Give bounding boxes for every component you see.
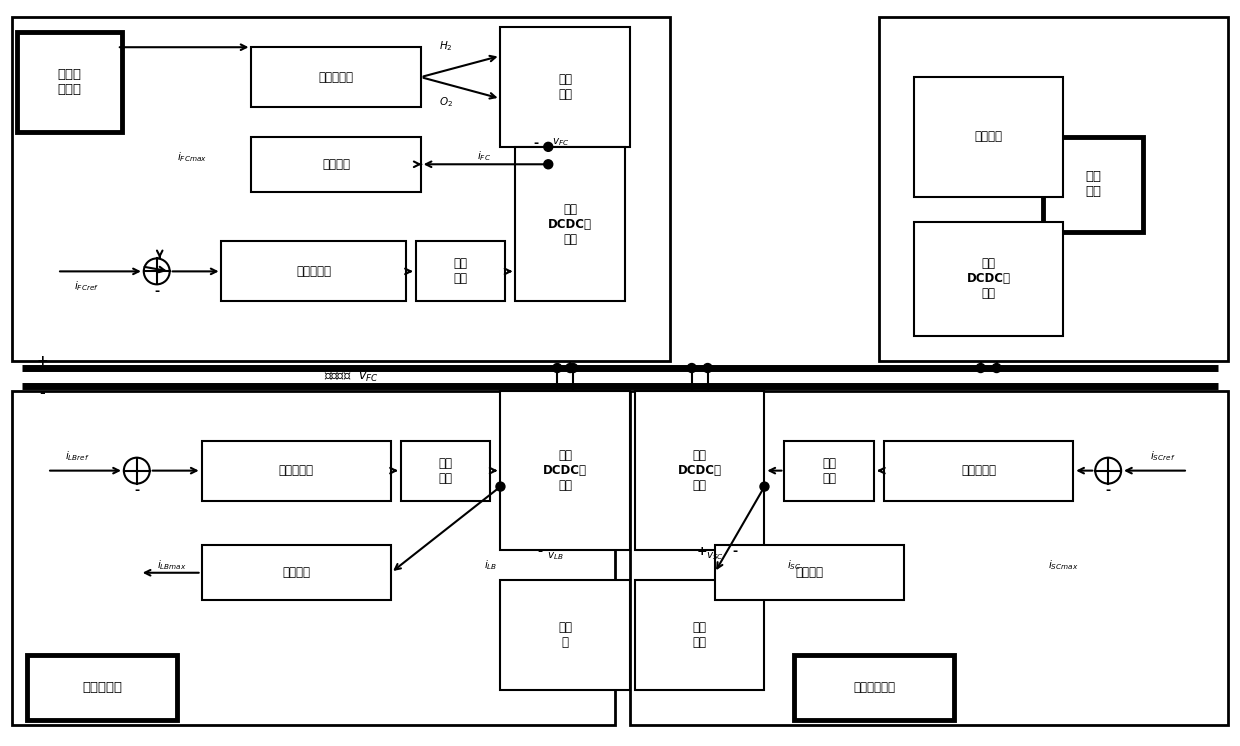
Text: $i_{SCmax}$: $i_{SCmax}$ <box>1048 558 1079 571</box>
Text: 三相负载: 三相负载 <box>975 131 1003 143</box>
Circle shape <box>544 160 553 169</box>
Text: -: - <box>154 285 159 298</box>
Text: -: - <box>134 484 139 497</box>
Bar <box>501 28 630 147</box>
Bar <box>714 545 904 600</box>
Bar <box>401 441 491 501</box>
Text: 燃料电
池模块: 燃料电 池模块 <box>57 68 82 96</box>
Circle shape <box>1095 458 1121 483</box>
Bar <box>914 222 1064 336</box>
Bar <box>635 391 765 551</box>
Text: 锂电
池: 锂电 池 <box>558 621 572 649</box>
Circle shape <box>687 363 696 372</box>
Text: O$_2$: O$_2$ <box>439 95 453 108</box>
Text: $i_{LBref}$: $i_{LBref}$ <box>64 449 89 463</box>
Text: 双向
DCDC交
换器: 双向 DCDC交 换器 <box>678 449 722 492</box>
Circle shape <box>496 482 505 491</box>
Circle shape <box>569 363 578 372</box>
Text: $i_{SCref}$: $i_{SCref}$ <box>1151 449 1176 463</box>
Text: $v_{LB}$: $v_{LB}$ <box>547 551 564 562</box>
Bar <box>785 441 874 501</box>
Text: 超级
电容: 超级 电容 <box>693 621 707 649</box>
Text: -: - <box>1106 484 1111 497</box>
Bar <box>879 17 1228 361</box>
Text: -: - <box>732 545 737 558</box>
Bar <box>884 441 1074 501</box>
Circle shape <box>144 258 170 284</box>
Text: $v_{FC}$: $v_{FC}$ <box>552 136 569 148</box>
Circle shape <box>703 363 712 372</box>
Text: 双向
DCDC交
换器: 双向 DCDC交 换器 <box>967 257 1011 301</box>
Text: 测量滤波: 测量滤波 <box>283 566 310 579</box>
Text: 负载
模块: 负载 模块 <box>1085 170 1101 198</box>
Bar <box>914 77 1064 197</box>
Bar <box>27 655 176 720</box>
Text: $i_{FCref}$: $i_{FCref}$ <box>74 280 99 293</box>
Bar <box>415 242 506 301</box>
Bar <box>12 17 670 361</box>
Circle shape <box>760 482 769 491</box>
Text: $i_{LBmax}$: $i_{LBmax}$ <box>156 558 186 571</box>
Text: -: - <box>533 137 539 151</box>
Bar <box>635 580 765 690</box>
Text: -: - <box>40 386 45 400</box>
Text: 脉宽
调制: 脉宽 调制 <box>822 457 836 485</box>
Circle shape <box>124 458 150 483</box>
Text: $i_{FCmax}$: $i_{FCmax}$ <box>176 151 207 164</box>
Text: 脉宽
调制: 脉宽 调制 <box>439 457 453 485</box>
Bar <box>12 391 615 724</box>
Bar <box>1043 137 1143 231</box>
Bar <box>630 391 1228 724</box>
Bar <box>202 441 391 501</box>
Text: 直流母线  $v_{FC}$: 直流母线 $v_{FC}$ <box>324 371 378 383</box>
Text: 锂电池模块: 锂电池模块 <box>82 681 122 694</box>
Text: $i_{LB}$: $i_{LB}$ <box>484 558 497 571</box>
Text: $v_{SC}$: $v_{SC}$ <box>706 551 723 562</box>
Bar <box>501 580 630 690</box>
Bar <box>795 655 954 720</box>
Circle shape <box>553 363 562 372</box>
Text: 电流控制器: 电流控制器 <box>296 265 331 278</box>
Text: +: + <box>697 545 707 558</box>
Text: H$_2$: H$_2$ <box>439 39 453 53</box>
Bar <box>501 391 630 551</box>
Bar <box>17 32 122 132</box>
Text: $i_{FC}$: $i_{FC}$ <box>477 149 491 163</box>
Bar <box>252 47 420 107</box>
Circle shape <box>976 363 985 372</box>
Bar <box>516 147 625 301</box>
Text: 电流控制器: 电流控制器 <box>279 464 314 477</box>
Bar <box>222 242 405 301</box>
Text: 流量控制器: 流量控制器 <box>319 71 353 84</box>
Text: -: - <box>538 545 543 558</box>
Text: 脉宽
调制: 脉宽 调制 <box>454 257 467 286</box>
Text: 电流控制器: 电流控制器 <box>961 464 996 477</box>
Bar <box>202 545 391 600</box>
Circle shape <box>992 363 1001 372</box>
Circle shape <box>565 363 574 372</box>
Text: 燃料
电池: 燃料 电池 <box>558 73 572 101</box>
Text: 测量滤波: 测量滤波 <box>322 158 350 171</box>
Text: 双向
DCDC交
换器: 双向 DCDC交 换器 <box>543 449 588 492</box>
Text: 单向
DCDC交
换器: 单向 DCDC交 换器 <box>548 203 593 245</box>
Text: 测量滤波: 测量滤波 <box>795 566 823 579</box>
Text: $i_{SC}$: $i_{SC}$ <box>787 558 801 571</box>
Circle shape <box>544 142 553 151</box>
Text: 超级电容模块: 超级电容模块 <box>853 681 895 694</box>
Text: +: + <box>36 354 48 368</box>
Bar <box>252 137 420 192</box>
